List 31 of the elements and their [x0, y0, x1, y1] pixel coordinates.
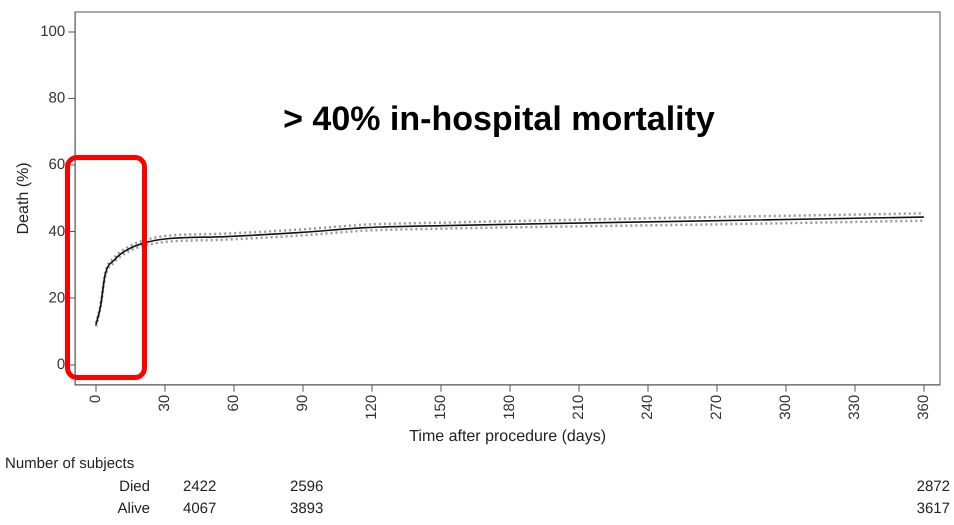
- text: 4067: [183, 500, 216, 517]
- y-tick-label: 100: [40, 23, 66, 40]
- text: Alive: [117, 500, 150, 517]
- text: Died: [119, 478, 150, 495]
- annotation: > 40% in-hospital mortality: [283, 100, 715, 138]
- x-tick-label: 30: [156, 394, 174, 412]
- text: 2872: [916, 478, 950, 495]
- y-tick-label: 20: [48, 289, 66, 306]
- x-tick-label: 0: [87, 394, 104, 404]
- y-axis-title: Death (%): [15, 162, 32, 234]
- x-tick-label: 300: [777, 394, 794, 420]
- x-tick-label: 240: [639, 394, 656, 420]
- x-tick-label: 360: [915, 394, 932, 420]
- y-tick-label: 0: [56, 356, 66, 373]
- text: Number of subjects: [5, 455, 134, 472]
- y-tick-label: 40: [48, 222, 66, 240]
- text: 2422: [183, 478, 216, 495]
- x-tick-label: 60: [225, 394, 242, 412]
- y-tick-label: 80: [48, 90, 66, 107]
- y-tick-label: 60: [48, 156, 66, 174]
- x-tick-label: 210: [570, 394, 588, 420]
- text: 3893: [290, 500, 324, 517]
- x-tick-label: 330: [846, 394, 864, 420]
- x-tick-label: 180: [501, 394, 518, 420]
- x-tick-label: 150: [432, 394, 450, 420]
- text: 2596: [290, 478, 324, 495]
- text: 3617: [916, 500, 950, 517]
- x-axis-title: Time after procedure (days): [409, 428, 606, 445]
- x-tick-label: 270: [708, 394, 726, 420]
- x-tick-label: 120: [363, 394, 380, 420]
- x-tick-label: 90: [294, 394, 312, 412]
